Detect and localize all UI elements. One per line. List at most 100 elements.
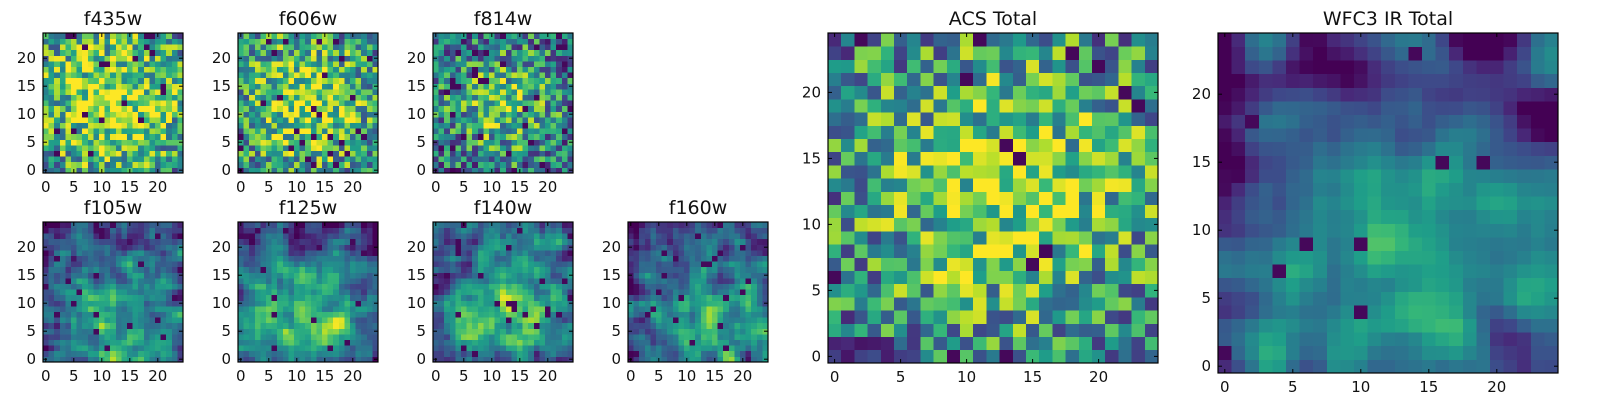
heatmap-cell bbox=[517, 272, 523, 279]
heatmap-cell bbox=[288, 83, 295, 90]
heatmap-cell bbox=[361, 306, 368, 312]
heatmap-cell bbox=[528, 238, 535, 245]
heatmap-cell bbox=[1052, 217, 1066, 232]
heatmap-cell bbox=[999, 310, 1014, 324]
heatmap-cell bbox=[59, 77, 66, 84]
heatmap-cell bbox=[828, 349, 842, 364]
heatmap-cell bbox=[48, 117, 55, 123]
heatmap-cell bbox=[545, 161, 551, 168]
heatmap-cell bbox=[59, 49, 66, 56]
heatmap-cell bbox=[260, 139, 267, 146]
heatmap-cell bbox=[160, 111, 167, 118]
heatmap-cell bbox=[260, 255, 267, 262]
heatmap-cell bbox=[322, 306, 328, 312]
heatmap-cell bbox=[644, 311, 651, 318]
heatmap-cell bbox=[533, 227, 540, 234]
heatmap-cell bbox=[556, 128, 563, 135]
heatmap-cell bbox=[54, 311, 61, 318]
heatmap-cell bbox=[43, 117, 49, 123]
heatmap-cell bbox=[489, 233, 495, 240]
heatmap-cell bbox=[121, 77, 128, 84]
heatmap-cell bbox=[841, 178, 855, 192]
heatmap-cell bbox=[561, 222, 568, 228]
heatmap-cell bbox=[104, 255, 111, 262]
heatmap-cell bbox=[243, 350, 250, 357]
heatmap-cell bbox=[894, 283, 908, 298]
heatmap-cell bbox=[350, 156, 356, 163]
heatmap-cell bbox=[366, 300, 373, 307]
heatmap-cell bbox=[99, 334, 105, 340]
x-tick-label: 5 bbox=[69, 178, 79, 196]
heatmap-cell bbox=[238, 345, 244, 352]
heatmap-cell bbox=[667, 339, 674, 346]
heatmap-cell bbox=[628, 306, 634, 312]
heatmap-cell bbox=[444, 328, 451, 335]
heatmap-cell bbox=[444, 300, 451, 307]
heatmap-cell bbox=[288, 133, 295, 140]
heatmap-cell bbox=[254, 89, 261, 95]
heatmap-cell bbox=[466, 294, 473, 301]
heatmap-cell bbox=[712, 250, 718, 256]
heatmap-cell bbox=[110, 44, 117, 51]
heatmap-cell bbox=[344, 49, 351, 56]
heatmap-cell bbox=[656, 300, 662, 307]
heatmap-cell bbox=[528, 244, 535, 251]
heatmap-cell bbox=[1131, 323, 1146, 337]
heatmap-cell bbox=[539, 306, 546, 312]
heatmap-cell bbox=[48, 222, 55, 228]
heatmap-cell bbox=[344, 161, 351, 168]
heatmap-cell bbox=[76, 83, 83, 90]
heatmap-cell bbox=[550, 89, 557, 95]
heatmap-cell bbox=[54, 238, 61, 245]
heatmap-cell bbox=[466, 266, 473, 273]
heatmap-cell bbox=[110, 244, 117, 251]
heatmap-cell bbox=[528, 261, 535, 268]
heatmap-cell bbox=[243, 111, 250, 118]
heatmap-cell bbox=[355, 100, 362, 107]
heatmap-cell bbox=[545, 66, 551, 73]
heatmap-cell bbox=[494, 278, 501, 284]
heatmap-cell bbox=[138, 300, 145, 307]
heatmap-cell bbox=[254, 255, 261, 262]
heatmap-cell bbox=[650, 250, 657, 256]
heatmap-cell bbox=[489, 278, 495, 284]
heatmap-cell bbox=[361, 44, 368, 51]
heatmap-cell bbox=[712, 233, 718, 240]
heatmap-cell bbox=[667, 345, 674, 352]
heatmap-cell bbox=[43, 145, 49, 151]
heatmap-cell bbox=[99, 328, 105, 335]
heatmap-cell bbox=[633, 244, 640, 251]
heatmap-cell bbox=[104, 278, 111, 284]
heatmap-cell bbox=[567, 278, 574, 284]
heatmap-cell bbox=[449, 272, 456, 279]
heatmap-cell bbox=[1118, 323, 1132, 337]
heatmap-cell bbox=[355, 33, 362, 39]
heatmap-cell bbox=[723, 328, 730, 335]
heatmap-cell bbox=[539, 44, 546, 51]
heatmap-cell bbox=[867, 297, 882, 311]
heatmap-cell bbox=[310, 322, 317, 329]
heatmap-cell bbox=[344, 222, 351, 228]
heatmap-cell bbox=[355, 350, 362, 357]
heatmap-cell bbox=[76, 117, 83, 123]
heatmap-cell bbox=[973, 349, 987, 364]
heatmap-cell bbox=[511, 255, 518, 262]
heatmap-cell bbox=[338, 328, 345, 335]
heatmap-cell bbox=[672, 233, 679, 240]
heatmap-cell bbox=[76, 38, 83, 45]
heatmap-cell bbox=[299, 322, 306, 329]
heatmap-cell bbox=[305, 72, 312, 79]
heatmap-cell bbox=[1039, 310, 1053, 324]
heatmap-cell bbox=[355, 145, 362, 151]
heatmap-cell bbox=[93, 111, 100, 118]
heatmap-cell bbox=[500, 83, 507, 90]
heatmap-cell bbox=[260, 261, 267, 268]
heatmap-cell bbox=[545, 61, 551, 67]
heatmap-cell bbox=[87, 266, 94, 273]
heatmap-cell bbox=[149, 311, 156, 318]
heatmap-cell bbox=[260, 317, 267, 324]
heatmap-cell bbox=[561, 156, 568, 163]
heatmap-cell bbox=[243, 117, 250, 123]
heatmap-cell bbox=[1118, 244, 1132, 258]
heatmap-cell bbox=[54, 77, 61, 84]
